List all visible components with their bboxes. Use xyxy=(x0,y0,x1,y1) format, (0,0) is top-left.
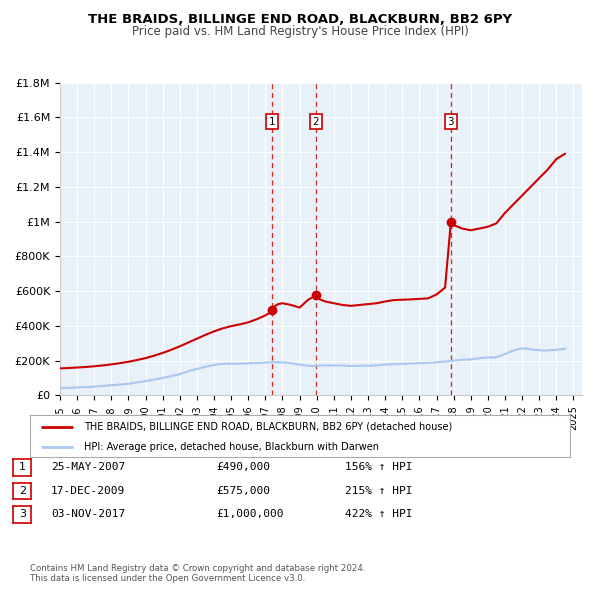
Text: 17-DEC-2009: 17-DEC-2009 xyxy=(51,486,125,496)
Text: THE BRAIDS, BILLINGE END ROAD, BLACKBURN, BB2 6PY: THE BRAIDS, BILLINGE END ROAD, BLACKBURN… xyxy=(88,13,512,26)
Text: 2: 2 xyxy=(313,117,319,127)
Text: 1: 1 xyxy=(19,463,26,472)
Text: £575,000: £575,000 xyxy=(216,486,270,496)
Text: £490,000: £490,000 xyxy=(216,463,270,472)
Text: Price paid vs. HM Land Registry's House Price Index (HPI): Price paid vs. HM Land Registry's House … xyxy=(131,25,469,38)
Text: £1,000,000: £1,000,000 xyxy=(216,510,284,519)
Text: 2: 2 xyxy=(19,486,26,496)
Text: 03-NOV-2017: 03-NOV-2017 xyxy=(51,510,125,519)
Text: 3: 3 xyxy=(448,117,454,127)
Text: 156% ↑ HPI: 156% ↑ HPI xyxy=(345,463,413,472)
Text: HPI: Average price, detached house, Blackburn with Darwen: HPI: Average price, detached house, Blac… xyxy=(84,442,379,451)
Text: 25-MAY-2007: 25-MAY-2007 xyxy=(51,463,125,472)
Text: 3: 3 xyxy=(19,510,26,519)
Text: 1: 1 xyxy=(269,117,275,127)
Text: 422% ↑ HPI: 422% ↑ HPI xyxy=(345,510,413,519)
Text: THE BRAIDS, BILLINGE END ROAD, BLACKBURN, BB2 6PY (detached house): THE BRAIDS, BILLINGE END ROAD, BLACKBURN… xyxy=(84,422,452,432)
Text: 215% ↑ HPI: 215% ↑ HPI xyxy=(345,486,413,496)
Text: Contains HM Land Registry data © Crown copyright and database right 2024.
This d: Contains HM Land Registry data © Crown c… xyxy=(30,563,365,583)
